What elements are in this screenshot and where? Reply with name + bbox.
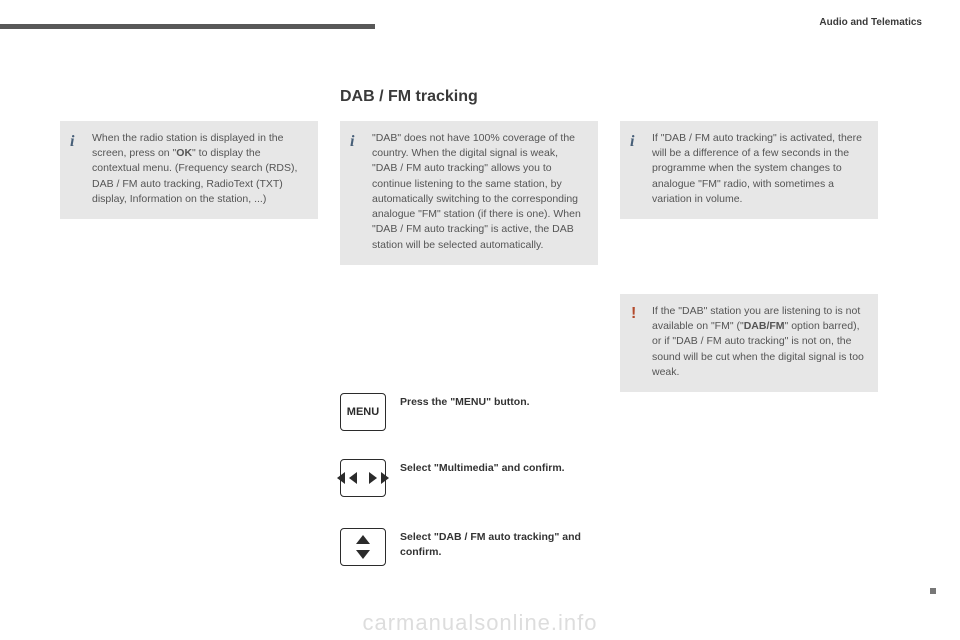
warning-icon: ! xyxy=(631,302,636,325)
info-text: If "DAB / FM auto tracking" is activated… xyxy=(652,132,862,205)
menu-button-icon: MENU xyxy=(340,393,386,431)
info-box-tracking-delay: i If "DAB / FM auto tracking" is activat… xyxy=(620,121,878,219)
warning-text: If the "DAB" station you are listening t… xyxy=(652,305,864,378)
forward-icon xyxy=(381,472,389,484)
info-text: When the radio station is displayed in t… xyxy=(92,132,297,205)
page-title: DAB / FM tracking xyxy=(340,88,478,106)
step-select-dab-fm: Select "DAB / FM auto tracking" and conf… xyxy=(340,528,590,566)
info-text: "DAB" does not have 100% coverage of the… xyxy=(372,132,581,251)
updown-button-icon xyxy=(340,528,386,566)
header-rule xyxy=(0,24,375,29)
info-icon: i xyxy=(70,130,74,153)
step-text: Select "Multimedia" and confirm. xyxy=(400,459,565,476)
forward-icon xyxy=(369,472,377,484)
page-marker xyxy=(930,588,936,594)
seek-button-icon xyxy=(340,459,386,497)
info-box-contextual-menu: i When the radio station is displayed in… xyxy=(60,121,318,219)
info-icon: i xyxy=(350,130,354,153)
header-section: Audio and Telematics xyxy=(819,17,922,28)
info-box-dab-coverage: i "DAB" does not have 100% coverage of t… xyxy=(340,121,598,265)
step-text: Select "DAB / FM auto tracking" and conf… xyxy=(400,528,590,559)
step-text: Press the "MENU" button. xyxy=(400,393,530,410)
info-icon: i xyxy=(630,130,634,153)
down-icon xyxy=(356,550,370,559)
rewind-icon xyxy=(349,472,357,484)
step-select-multimedia: Select "Multimedia" and confirm. xyxy=(340,459,565,497)
up-icon xyxy=(356,535,370,544)
step-press-menu: MENU Press the "MENU" button. xyxy=(340,393,530,431)
rewind-icon xyxy=(337,472,345,484)
watermark: carmanualsonline.info xyxy=(362,610,597,636)
warning-box-signal-weak: ! If the "DAB" station you are listening… xyxy=(620,294,878,392)
